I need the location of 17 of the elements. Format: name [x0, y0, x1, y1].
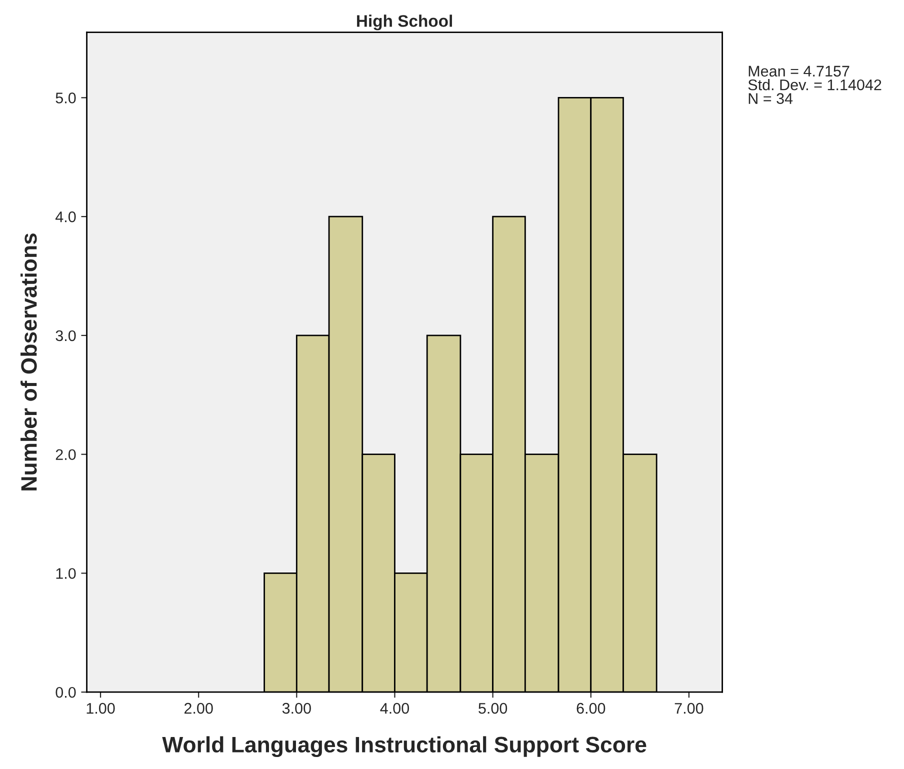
- y-tick-label: 1.0: [56, 568, 76, 579]
- y-tick-label: 2.0: [56, 449, 76, 460]
- y-axis-title: Number of Observations: [20, 233, 37, 490]
- y-tick-label: 4.0: [55, 211, 76, 222]
- x-tick-label: 3.00: [282, 702, 311, 714]
- x-tick-label: 6.00: [576, 702, 606, 714]
- x-tick-label: 2.00: [184, 702, 213, 714]
- chart-title: High School: [357, 14, 452, 30]
- text: Mean = 4.7157 Std. Dev. = 1.14042 N = 34: [748, 66, 882, 104]
- y-tick-label: 0.0: [56, 686, 76, 698]
- x-tick-label: 7.00: [674, 702, 704, 714]
- x-tick-label: 4.00: [380, 702, 410, 714]
- x-tick-label: 1.00: [86, 702, 115, 714]
- y-tick-label: 3.0: [56, 330, 76, 342]
- x-tick-label: 5.00: [478, 702, 508, 714]
- x-axis-title: World Languages Instructional Support Score: [162, 736, 646, 758]
- y-tick-label: 5.0: [56, 92, 76, 104]
